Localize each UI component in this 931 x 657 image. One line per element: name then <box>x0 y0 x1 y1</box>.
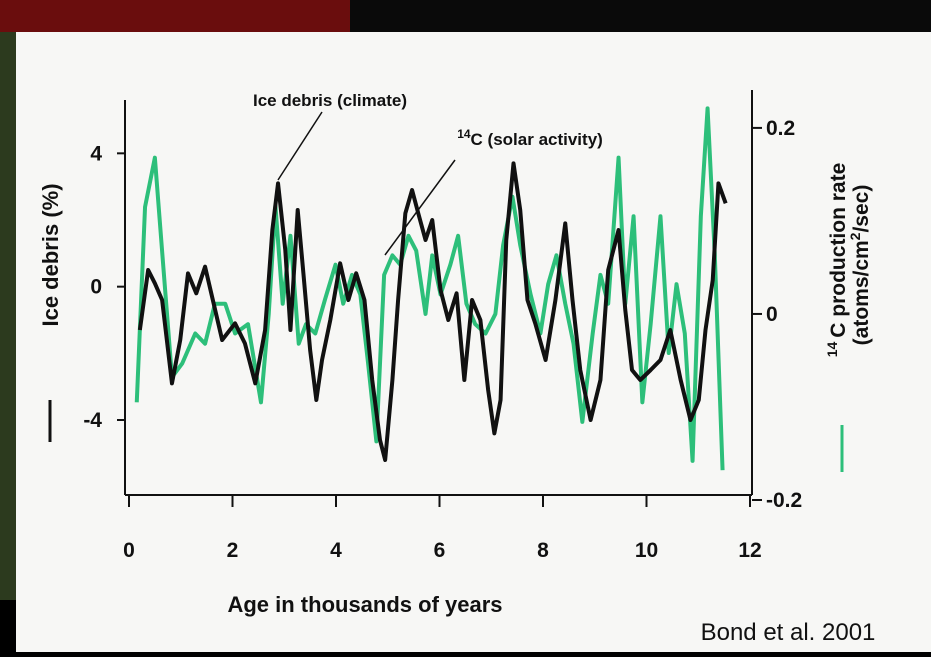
series-line <box>134 106 725 471</box>
annotation-line <box>277 111 323 181</box>
y2-tick-label: 0.2 <box>766 117 795 140</box>
superscript: 14 <box>457 127 471 141</box>
x-tick-label: 12 <box>738 539 761 562</box>
x-tick-label: 8 <box>537 539 549 562</box>
x-tick-label: 6 <box>434 539 446 562</box>
y-tick-label: 0 <box>90 276 102 299</box>
corner <box>0 600 16 652</box>
y2-tick-label: 0 <box>766 303 778 326</box>
side-strip <box>0 32 16 652</box>
x-tick-label: 0 <box>123 539 135 562</box>
x-tick-label: 10 <box>635 539 658 562</box>
superscript: 2 <box>847 232 863 240</box>
superscript: 14 <box>824 342 840 358</box>
plot: 0 2 4 6 8 10 12 -4 0 4 -0.2 0 0.2 <box>83 106 802 562</box>
title-bar <box>0 0 350 32</box>
x-axis-label: Age in thousands of years <box>227 592 502 617</box>
y2-axis-unit: (atoms/cm2/sec) <box>847 185 873 346</box>
y2-tick-label: -0.2 <box>766 489 802 512</box>
series-line <box>137 161 728 462</box>
annotation-text: C (solar activity) <box>471 130 603 149</box>
label-text: (atoms/cm <box>850 240 873 345</box>
y-tick-label: 4 <box>90 142 102 165</box>
source: Bond et al. 2001 <box>701 619 876 646</box>
label-text: C production rate <box>827 163 850 338</box>
annotation: Ice debris (climate) <box>253 91 407 110</box>
y2-axis-label: 14 C production rate <box>824 163 850 358</box>
label-text: /sec) <box>850 185 873 233</box>
x-tick-label: 2 <box>227 539 239 562</box>
y-axis-label: Ice debris (%) <box>38 183 63 326</box>
annotation: 14C (solar activity) <box>457 127 603 149</box>
y-tick-label: -4 <box>83 409 102 432</box>
annotation-line <box>384 159 456 256</box>
x-tick-label: 4 <box>330 539 342 562</box>
